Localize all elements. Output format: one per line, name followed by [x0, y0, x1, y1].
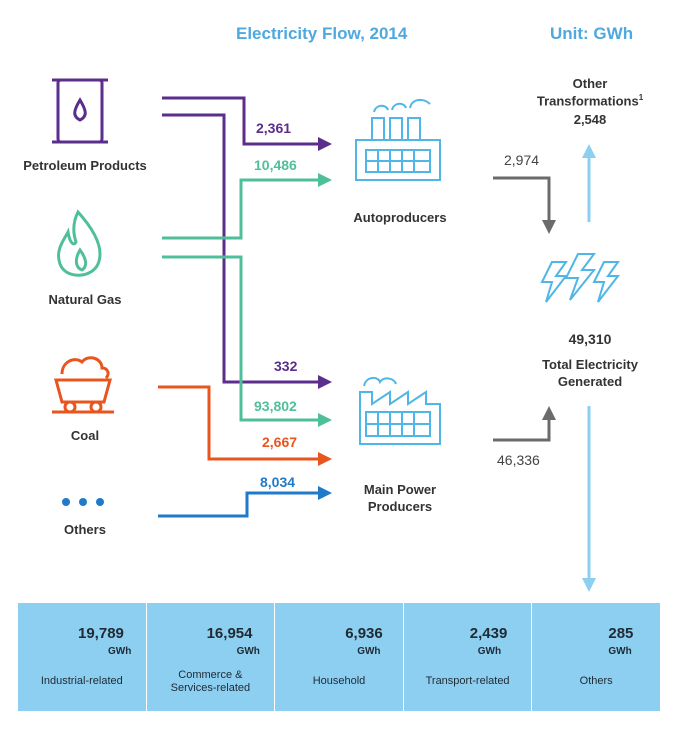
dots-icon — [62, 498, 104, 506]
flow-value-petroleum-auto: 2,361 — [256, 120, 292, 136]
consumption-value: 16,954 — [206, 625, 253, 642]
arrowhead — [542, 406, 556, 420]
arrowhead — [542, 220, 556, 234]
flow-value-others-main: 8,034 — [260, 474, 296, 490]
arrowhead — [318, 413, 332, 427]
consumption-panel: 19,789 GWh Industrial-related 16,954 GWh… — [18, 603, 660, 711]
diagram-title: Electricity Flow, 2014 — [236, 24, 408, 43]
consumption-label: Others — [579, 675, 613, 687]
flow-gas-to-auto — [162, 178, 320, 240]
total-generated-line1: Total Electricity — [542, 357, 638, 372]
flow-gas-to-main — [162, 255, 320, 422]
consumption-unit: GWh — [236, 646, 260, 657]
flow-auto-to-total — [493, 176, 551, 222]
flow-main-to-total — [493, 418, 551, 442]
flow-value-main-total: 46,336 — [497, 452, 540, 468]
source-natural-gas-label: Natural Gas — [48, 292, 122, 307]
main-power-label-line1: Main Power — [363, 482, 437, 497]
consumption-others: 285 GWh Others — [532, 603, 660, 711]
main-power-label-line2: Producers — [367, 499, 433, 514]
consumption-label: Transport-related — [425, 675, 510, 687]
consumption-unit: GWh — [608, 646, 632, 657]
consumption-industrial: 19,789 GWh Industrial-related — [18, 603, 147, 711]
other-transformations-line1: Other — [572, 76, 608, 91]
total-generated-line2: Generated — [557, 374, 623, 389]
consumption-household: 6,936 GWh Household — [275, 603, 404, 711]
flow-petroleum-to-main — [162, 113, 320, 384]
flow-value-petroleum-main: 332 — [274, 358, 298, 374]
flow-petroleum-to-auto — [162, 96, 320, 146]
consumption-unit: GWh — [477, 646, 502, 657]
flame-icon — [57, 209, 102, 277]
flow-value-gas-main: 93,802 — [254, 398, 297, 414]
other-transformations-line2: Transformations1 — [536, 93, 644, 109]
autoproducers-label: Autoproducers — [353, 210, 447, 225]
consumption-value: 2,439 — [469, 625, 508, 642]
total-generated-value: 49,310 — [568, 331, 612, 347]
arrowhead — [318, 173, 332, 187]
arrowhead — [318, 375, 332, 389]
lightning-icon — [540, 253, 621, 303]
unit-label: Unit: GWh — [550, 24, 634, 43]
arrowhead — [582, 578, 596, 592]
flow-value-coal-main: 2,667 — [262, 434, 298, 450]
factory-icon — [355, 98, 441, 181]
arrowhead — [318, 486, 332, 500]
flow-others-to-main — [158, 491, 320, 518]
power-plant-icon — [359, 376, 441, 445]
consumption-value: 6,936 — [345, 625, 383, 642]
flow-value-auto-total: 2,974 — [504, 152, 540, 168]
barrel-icon — [52, 78, 108, 144]
source-others-label: Others — [64, 522, 106, 537]
coal-cart-icon — [52, 356, 114, 414]
arrowhead — [318, 452, 332, 466]
consumption-transport: 2,439 GWh Transport-related — [404, 603, 533, 711]
source-coal-label: Coal — [70, 428, 100, 443]
consumption-value: 285 — [608, 625, 634, 642]
arrowhead — [318, 137, 332, 151]
source-petroleum-label: Petroleum Products — [23, 158, 147, 173]
consumption-label: Commerce & Services-related — [170, 669, 251, 694]
arrowhead — [582, 144, 596, 158]
consumption-label: Industrial-related — [40, 675, 123, 687]
flow-coal-to-main — [158, 385, 320, 461]
consumption-unit: GWh — [357, 646, 381, 657]
consumption-label: Household — [312, 675, 366, 687]
other-transformations-value: 2,548 — [573, 112, 607, 127]
consumption-commerce: 16,954 GWh Commerce & Services-related — [147, 603, 276, 711]
flow-value-gas-auto: 10,486 — [254, 157, 297, 173]
consumption-value: 19,789 — [78, 625, 124, 642]
consumption-unit: GWh — [108, 646, 132, 657]
